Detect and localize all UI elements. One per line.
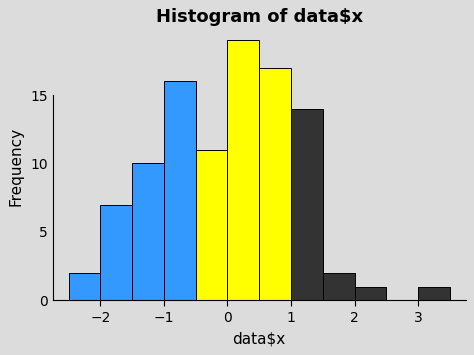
Bar [132, 163, 164, 300]
Bar [100, 204, 132, 300]
Bar [164, 81, 196, 300]
Title: Histogram of data$x: Histogram of data$x [155, 8, 363, 26]
Bar [355, 286, 386, 300]
Bar [196, 150, 228, 300]
Bar [69, 273, 100, 300]
Bar [228, 40, 259, 300]
Bar [323, 273, 355, 300]
X-axis label: data$x: data$x [233, 332, 286, 347]
Bar [291, 109, 323, 300]
Bar [259, 68, 291, 300]
Bar [418, 286, 450, 300]
Y-axis label: Frequency: Frequency [9, 127, 23, 207]
